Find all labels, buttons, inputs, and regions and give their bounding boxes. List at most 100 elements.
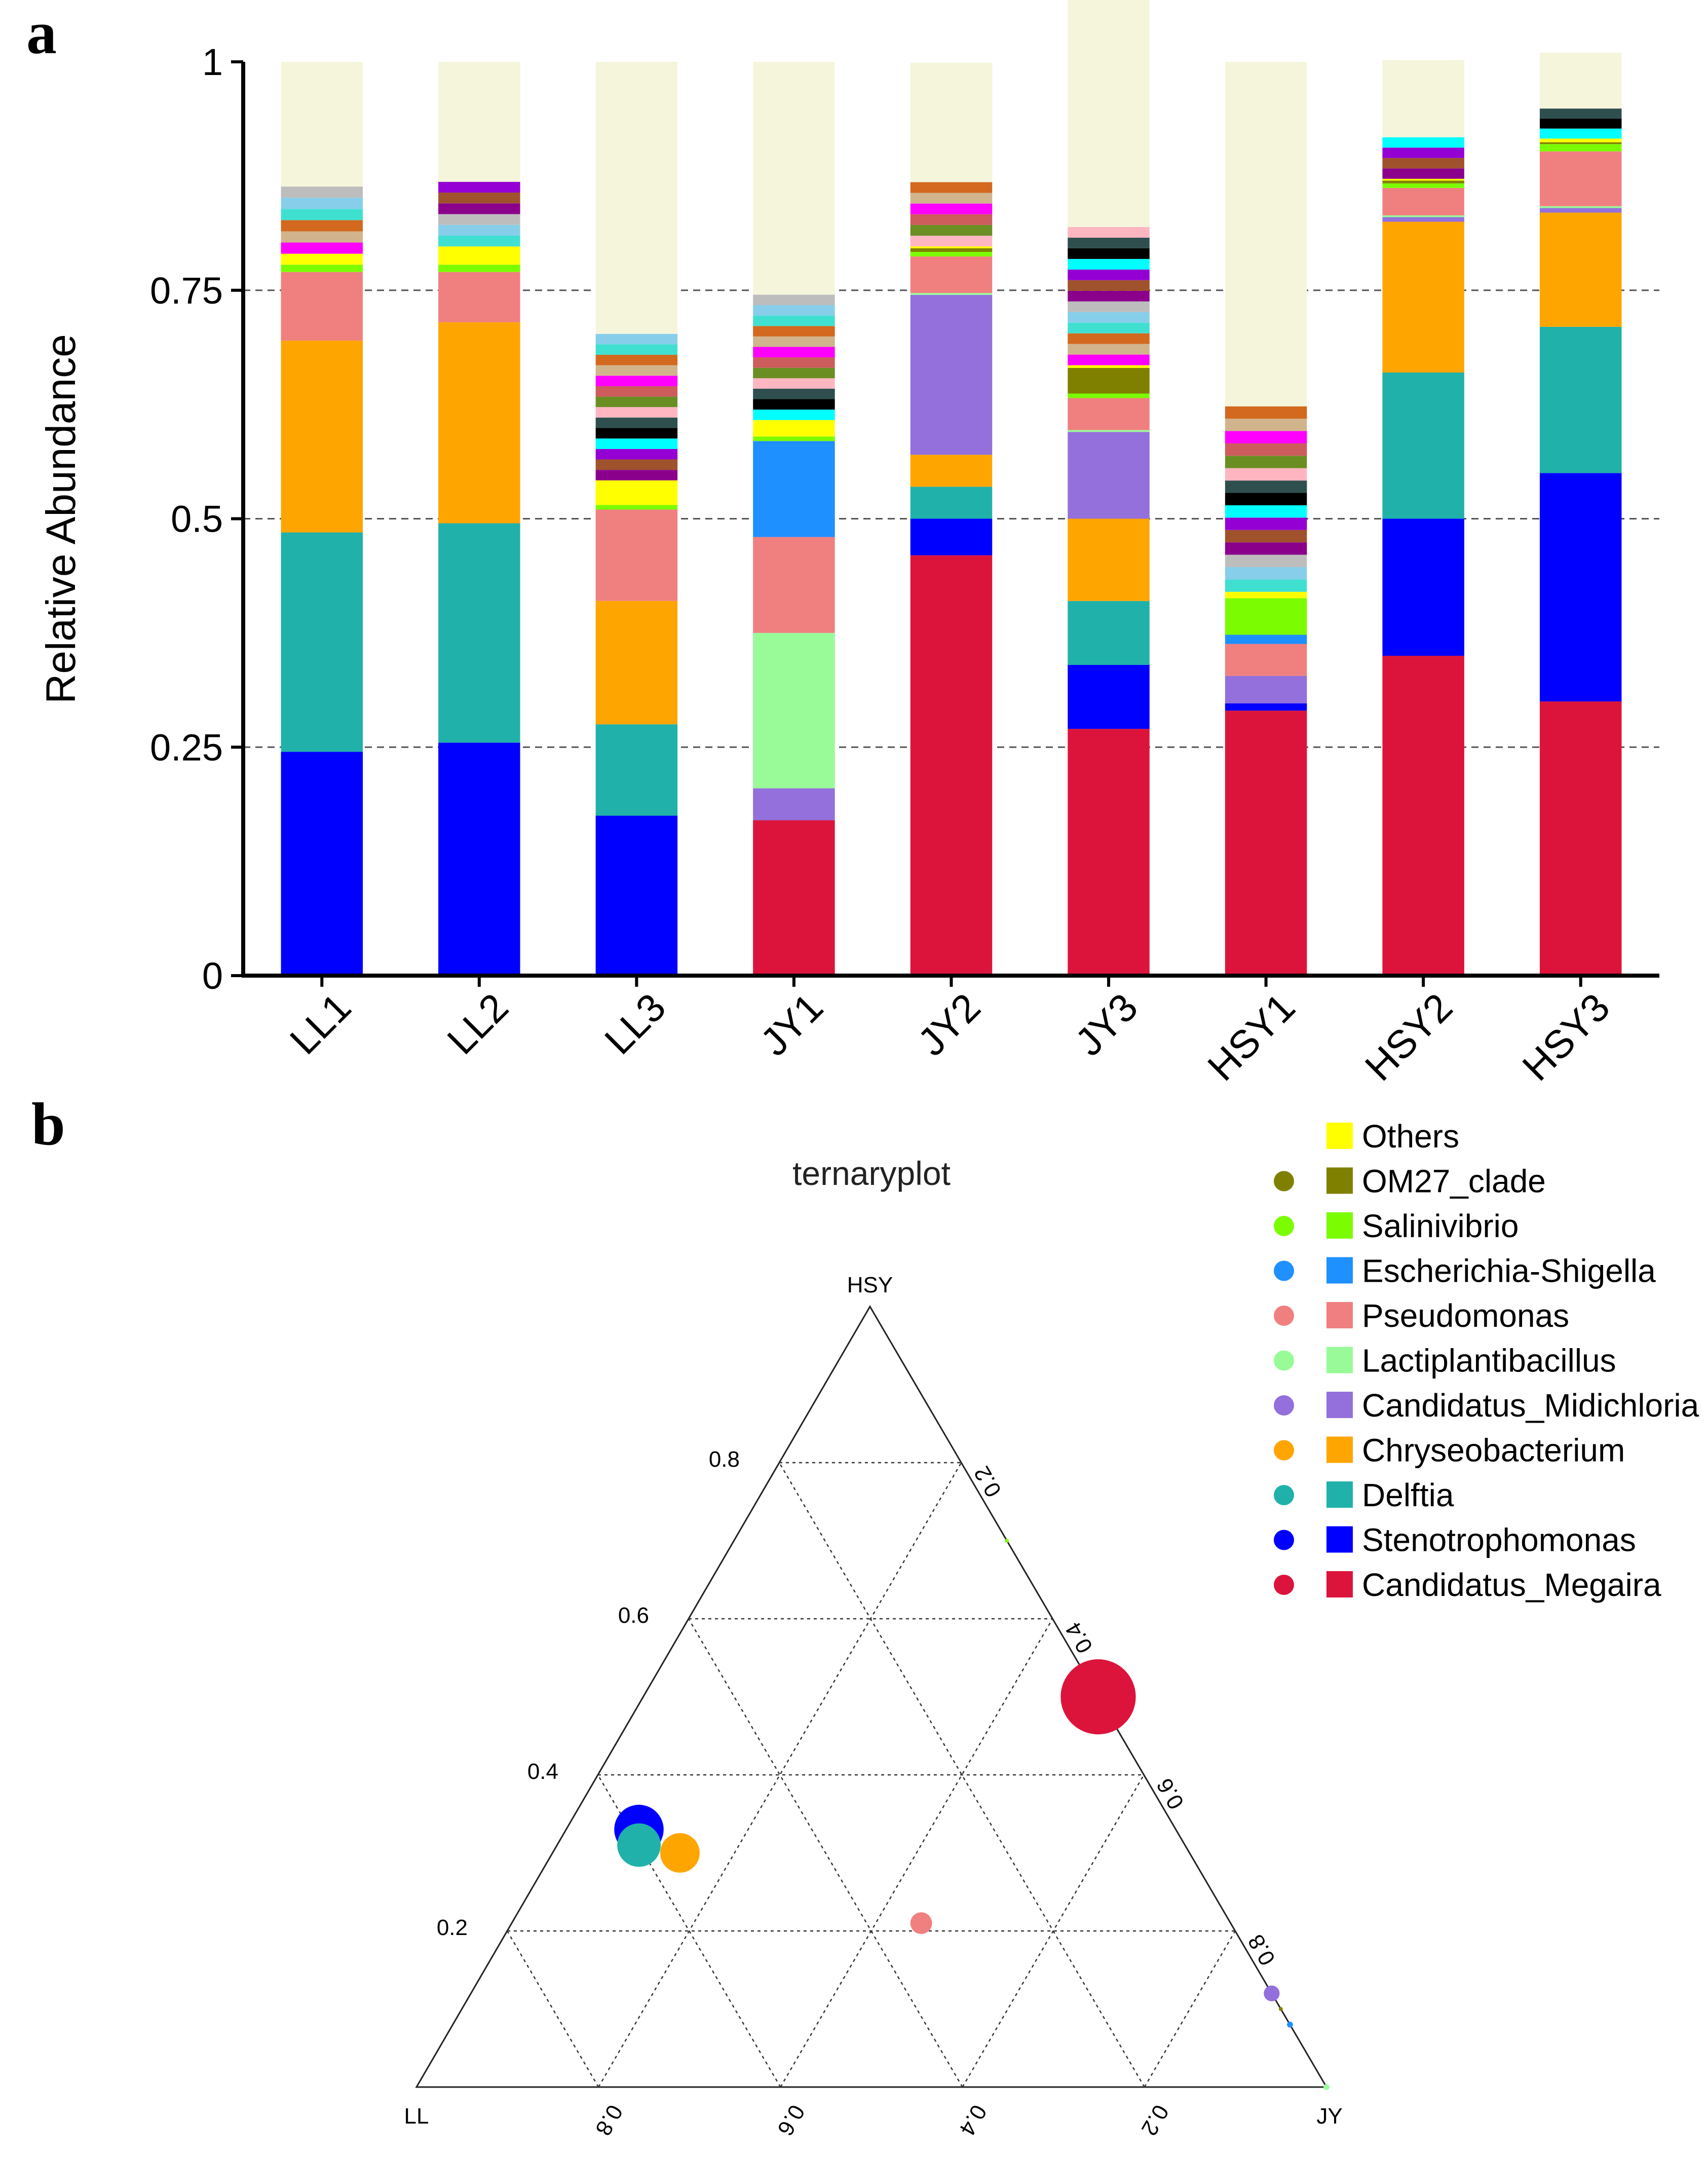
bar-segment-minor [281,187,363,198]
bar-segment-minor [1068,344,1150,355]
bar-segment-minor [438,214,520,225]
bar-segment-remaining [1539,52,1622,109]
bar-segment-minor [753,367,835,379]
bar-segment-minor [281,220,363,232]
grid-line-ll [778,1462,1145,2088]
bar-segment-om27-clade [1539,142,1622,144]
bar-segment-others [1225,591,1307,599]
legend-swatch-delftia [1326,1481,1353,1508]
bar-segment-minor [595,459,678,470]
bar-segment-minor [910,203,993,214]
bar-segment-pseudomonas [281,272,363,341]
y-tick-label: 0.25 [150,726,223,768]
bar-segment-minor [595,355,678,365]
bar-segment-remaining [910,62,993,182]
bar-segment-minor [1225,419,1307,431]
bar-segment-minor [1225,480,1307,493]
y-tick-label: 0 [202,955,223,997]
bar-segment-minor [1225,493,1307,505]
bar-segment-minor [438,203,520,214]
tick-label-ll: 0.2 [969,1462,1006,1501]
bar-segment-others [281,253,363,265]
bar-segment-minor [595,365,678,376]
legend-swatch-stenotrophomonas [1326,1526,1353,1553]
bar-segment-stenotrophomonas [1382,518,1464,656]
bar-segment-remaining [438,62,520,182]
legend-swatch-chryseobacterium [1326,1436,1353,1463]
bar-segment-salinivibrio [1539,144,1622,152]
bar-segment-salinivibrio [281,265,363,272]
bar-segment-remaining [1382,60,1464,137]
bar-segment-salinivibrio [595,505,678,510]
bar-segment-stenotrophomonas [1225,703,1307,711]
bar-segment-others [1382,178,1464,181]
bar-segment-minor [1225,530,1307,543]
tick-label-hsy: 0.4 [527,1759,558,1784]
bar-segment-minor [1068,333,1150,344]
x-tick-label: JY3 [1067,985,1146,1064]
bar-segment-others [1539,138,1622,142]
point-chryseobacterium [660,1833,700,1873]
bar-segment-minor [1382,158,1464,169]
bar-segment-minor [595,417,678,428]
bar-segment-minor [1068,248,1150,259]
bar-segment-minor [1225,468,1307,481]
legend-swatch-others [1326,1123,1353,1149]
bar-segment-salinivibrio [1225,598,1307,635]
bar-segment-minor [438,235,520,247]
stacked-bar-chart: LL1 LL2 LL3 JY1 JY2 JY3 HSY1 HSY2 HSY3 0 0.25 0.5 0.… [150,0,1659,1089]
bar-segment-others [438,246,520,265]
bar-segment-minor [1225,567,1307,580]
point-pseudomonas [910,1912,932,1935]
legend-dot-chryseobacterium [1274,1440,1294,1461]
bar-segment-remaining [1225,62,1307,406]
point-salinivibrio [1005,1539,1009,1543]
bar-segment-stenotrophomonas [281,752,363,976]
legend-label-chryseobacterium: Chryseobacterium [1362,1432,1625,1469]
bar-segment-minor [595,470,678,480]
y-tick-label: 0.5 [171,498,223,540]
bar-segment-delftia [1068,601,1150,665]
bar-segment-chryseobacterium [438,322,520,524]
bar-segment-minor [438,181,520,193]
bar-segment-candidatus-megaira [1539,701,1622,976]
legend-label-om27-clade: OM27_clade [1362,1163,1546,1200]
bar-segment-minor [438,225,520,236]
bar-segment-chryseobacterium [595,601,678,725]
bar-segment-remaining [595,62,678,334]
bar-segment-minor [595,396,678,407]
point-delftia [617,1823,661,1867]
bar-segment-candidatus-midichloria [910,294,993,455]
tick-label-hsy: 0.8 [709,1447,740,1472]
y-axis-label: Relative Abundance [38,334,84,703]
bar-segment-minor [910,236,993,247]
bar-segment-minor [1068,290,1150,302]
bar-segment-minor [910,182,993,193]
bar-segment-minor [1382,168,1464,179]
bar-segment-minor [753,388,835,399]
bar-segment-pseudomonas [753,537,835,633]
bar-segment-minor [1068,269,1150,280]
tick-label-jy: 0.6 [772,2101,809,2140]
legend-swatch-escherichia-shigella [1326,1257,1353,1284]
point-lactiplantibacillus [1323,2084,1330,2090]
bar-segment-stenotrophomonas [1539,473,1622,702]
bar-segment-candidatus-megaira [1068,729,1150,976]
legend-swatch-candidatus-megaira [1326,1571,1353,1597]
ternary-triangle [415,1305,1328,2088]
tick-label-jy: 0.8 [590,2101,627,2140]
bar-segment-minor [595,438,678,449]
legend-dot-candidatus-midichloria [1274,1395,1294,1416]
bar-segment-escherichia-shigella [1225,635,1307,644]
bar-segment-minor [753,357,835,368]
x-tick-label: HSY2 [1356,985,1461,1089]
y-tick-label: 1 [202,41,223,83]
bar-segment-remaining [281,62,363,187]
bar-segment-minor [753,315,835,326]
legend-swatch-lactiplantibacillus [1326,1347,1353,1373]
grid-line-ll [506,1930,599,2088]
bar-segment-om27-clade [1068,368,1150,394]
x-tick-label: JY2 [909,985,989,1064]
grid-line-ll [597,1774,781,2088]
